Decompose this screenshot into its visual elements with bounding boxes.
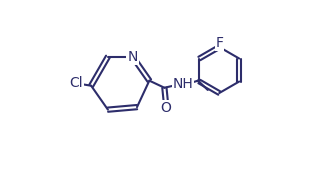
Text: F: F — [215, 36, 223, 50]
Text: NH: NH — [173, 77, 193, 91]
Text: N: N — [127, 50, 138, 64]
Text: Cl: Cl — [69, 76, 83, 90]
Text: O: O — [161, 101, 172, 115]
